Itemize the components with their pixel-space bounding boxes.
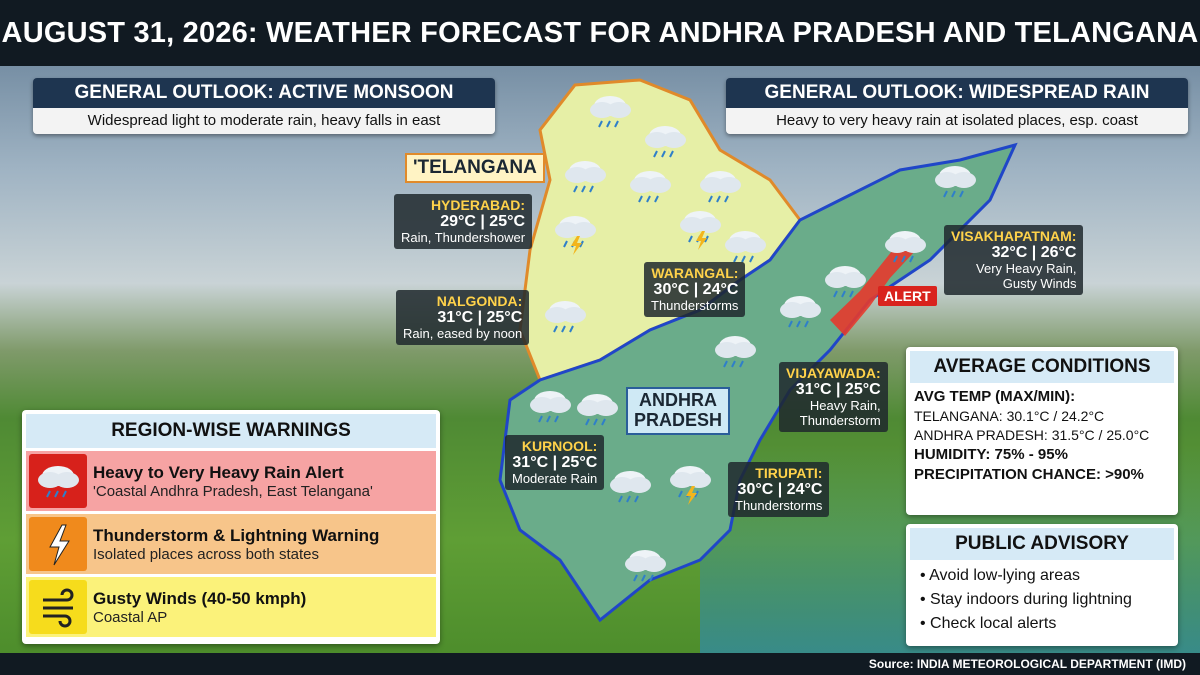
warning-icon — [29, 517, 87, 571]
average-line: HUMIDITY: 75% - 95% — [914, 446, 1068, 464]
outlook-text: Widespread light to moderate rain, heavy… — [33, 108, 495, 134]
city-temp: 30°C | 24°C — [737, 481, 823, 499]
warning-title: Thunderstorm & Lightning Warning — [93, 525, 380, 545]
city-name: WARANGAL: — [651, 265, 739, 281]
warning-icon — [29, 580, 87, 634]
city-name: VIJAYAWADA: — [786, 365, 881, 381]
state-label: 'TELANGANA — [405, 153, 545, 183]
city-condition: Very Heavy Rain, — [976, 261, 1077, 277]
city-name: VISAKHAPATNAM: — [951, 228, 1077, 244]
city-temp: 31°C | 25°C — [795, 381, 881, 399]
city-condition: Thunderstorms — [651, 298, 739, 314]
average-title: AVERAGE CONDITIONS — [910, 351, 1174, 383]
advisory-title: PUBLIC ADVISORY — [910, 528, 1174, 560]
outlook-title: GENERAL OUTLOOK: WIDESPREAD RAIN — [726, 78, 1188, 108]
city-condition: Rain, eased by noon — [403, 326, 523, 342]
outlook-card: GENERAL OUTLOOK: WIDESPREAD RAIN Heavy t… — [726, 78, 1188, 134]
city-card: KURNOOL: 31°C | 25°C Moderate Rain — [505, 435, 605, 491]
warning-text: Isolated places across both states — [93, 545, 319, 563]
warning-text: 'Coastal Andhra Pradesh, East Telangana' — [93, 482, 373, 500]
city-card: HYDERABAD: 29°C | 25°C Rain, Thundershower — [394, 194, 533, 250]
average-line: ANDHRA PRADESH: 31.5°C / 25.0°C — [914, 427, 1150, 444]
city-card: TIRUPATI: 30°C | 24°C Thunderstorms — [728, 462, 830, 518]
warnings-panel: REGION-WISE WARNINGS Heavy to Very Heavy… — [22, 410, 440, 644]
warning-text: Coastal AP — [93, 608, 168, 626]
warnings-title: REGION-WISE WARNINGS — [26, 414, 436, 448]
warning-title: Gusty Winds (40-50 kmph) — [93, 588, 307, 608]
warning-item: Gusty Winds (40-50 kmph) Coastal AP — [26, 577, 436, 637]
warning-item: Heavy to Very Heavy Rain Alert 'Coastal A… — [26, 451, 436, 511]
city-condition: Gusty Winds — [1002, 276, 1077, 292]
city-card: NALGONDA: 31°C | 25°C Rain, eased by noon — [396, 290, 530, 346]
warning-icon — [29, 454, 87, 508]
city-name: HYDERABAD: — [430, 197, 526, 213]
advisory-item: • Avoid low-lying areas — [920, 567, 1081, 584]
outlook-text: Heavy to very heavy rain at isolated pla… — [726, 108, 1188, 134]
city-card: VIJAYAWADA: 31°C | 25°C Heavy Rain, Thunder… — [779, 362, 888, 433]
city-card: WARANGAL: 30°C | 24°C Thunderstorms — [644, 262, 746, 318]
state-label-line: ANDHRA — [639, 390, 717, 410]
average-panel: AVERAGE CONDITIONS AVG TEMP (MAX/MIN): T… — [906, 347, 1178, 515]
advisory-item: • Stay indoors during lightning — [920, 591, 1132, 608]
alert-zone — [830, 241, 915, 336]
outlook-card: GENERAL OUTLOOK: ACTIVE MONSOON Widespre… — [33, 78, 495, 134]
city-temp: 32°C | 26°C — [991, 244, 1077, 262]
advisory-item: • Check local alerts — [920, 615, 1057, 632]
average-line: PRECIPITATION CHANCE: >90% — [914, 466, 1144, 484]
city-name: TIRUPATI: — [755, 465, 823, 481]
city-condition: Moderate Rain — [512, 471, 598, 487]
outlook-title: GENERAL OUTLOOK: ACTIVE MONSOON — [33, 78, 495, 108]
city-temp: 29°C | 25°C — [440, 213, 526, 231]
city-temp: 30°C | 24°C — [653, 281, 739, 299]
title: AUGUST 31, 2026: WEATHER FORECAST FOR AN… — [0, 0, 1200, 66]
state-label: ANDHRA PRADESH — [626, 387, 731, 435]
city-name: KURNOOL: — [521, 438, 598, 454]
city-temp: 31°C | 25°C — [437, 309, 523, 327]
warning-title: Heavy to Very Heavy Rain Alert — [93, 462, 344, 482]
city-condition: Rain, Thundershower — [401, 230, 526, 246]
average-line: TELANGANA: 30.1°C / 24.2°C — [914, 408, 1105, 425]
city-temp: 31°C | 25°C — [512, 454, 598, 472]
city-card: VISAKHAPATNAM: 32°C | 26°C Very Heavy Rain… — [944, 225, 1084, 296]
city-name: NALGONDA: — [436, 293, 523, 309]
city-condition: Heavy Rain, — [809, 398, 881, 414]
average-line: AVG TEMP (MAX/MIN): — [914, 388, 1076, 405]
alert-badge: ALERT — [878, 286, 937, 306]
advisory-panel: PUBLIC ADVISORY • Avoid low-lying areas … — [906, 524, 1178, 646]
city-condition: Thunderstorms — [735, 498, 823, 514]
source: Source: INDIA METEOROLOGICAL DEPARTMENT … — [0, 653, 1200, 675]
city-condition: Thunderstorm — [799, 413, 881, 429]
warning-item: Thunderstorm & Lightning Warning Isolated… — [26, 514, 436, 574]
state-label-line: PRADESH — [634, 409, 723, 430]
